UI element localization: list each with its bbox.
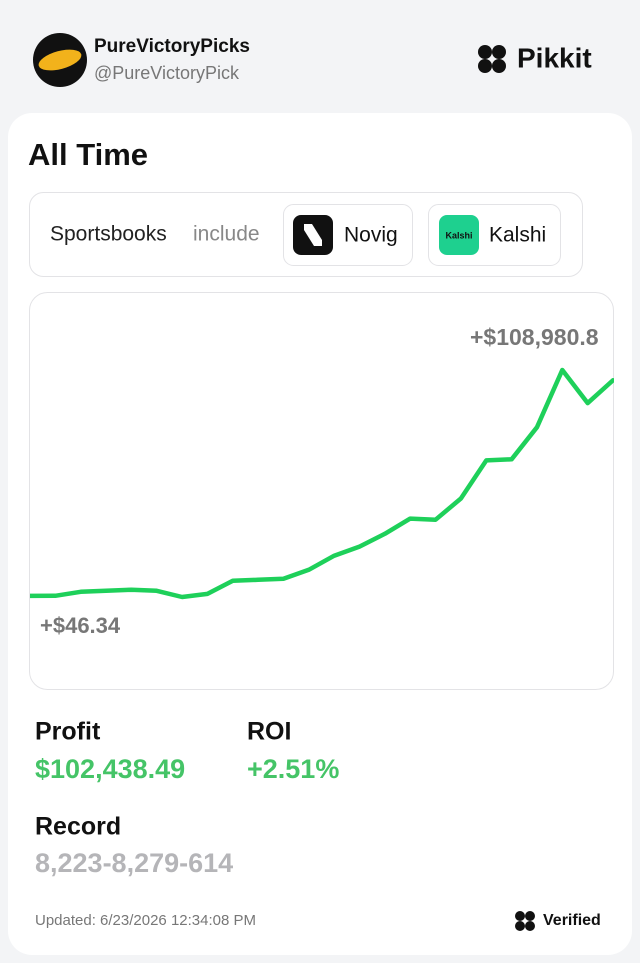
card-title: All Time bbox=[28, 137, 148, 172]
verified-text: Verified bbox=[543, 912, 601, 929]
profit-label: Profit bbox=[35, 718, 101, 746]
novig-mark bbox=[304, 224, 322, 246]
include-label: include bbox=[193, 223, 260, 246]
kalshi-logo bbox=[439, 215, 479, 255]
profit-line bbox=[30, 367, 614, 600]
chart-box bbox=[29, 292, 614, 690]
roi-label: ROI bbox=[247, 718, 291, 746]
user-name: PureVictoryPicks bbox=[94, 36, 250, 57]
kalshi-logo-text: Kalshi bbox=[445, 230, 472, 240]
max-label: +$108,980.8 bbox=[470, 324, 599, 350]
brand-icon bbox=[478, 45, 506, 73]
start-label: +$46.34 bbox=[40, 613, 121, 638]
sportsbooks-label: Sportsbooks bbox=[50, 223, 167, 246]
book-name: Novig bbox=[344, 224, 398, 247]
updated-text: Updated: 6/23/2026 12:34:08 PM bbox=[35, 912, 256, 929]
verified-icon bbox=[515, 911, 535, 931]
avatar-art bbox=[38, 49, 82, 71]
roi-value: +2.51% bbox=[247, 754, 339, 784]
record-label: Record bbox=[35, 813, 121, 841]
chart: +$108,980.8 +$46.34 bbox=[30, 324, 614, 638]
user-handle: @PureVictoryPick bbox=[94, 63, 240, 83]
book-name: Kalshi bbox=[489, 224, 546, 247]
profit-value: $102,438.49 bbox=[35, 754, 185, 784]
record-value: 8,223-8,279-614 bbox=[35, 848, 233, 878]
brand-name: Pikkit bbox=[517, 42, 592, 73]
